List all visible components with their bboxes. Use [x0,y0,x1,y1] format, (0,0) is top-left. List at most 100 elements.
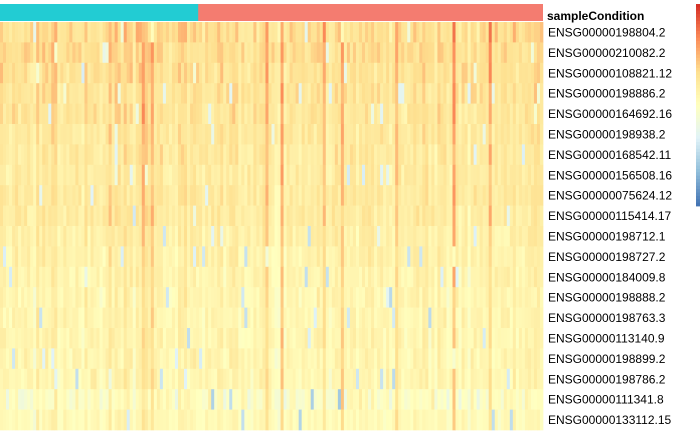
heatmap-cell [449,266,453,288]
heatmap-cell [503,205,508,227]
heatmap-cell [479,368,484,390]
heatmap-cell [99,368,103,390]
heatmap-cell [464,287,468,308]
heatmap-cell [208,348,212,370]
heatmap-cell [208,164,212,186]
heatmap-cell [440,368,444,390]
heatmap-cell [187,103,191,125]
heatmap-cell [141,124,146,145]
heatmap-cell [138,62,143,84]
heatmap-cell [506,62,511,84]
heatmap-cell [340,266,345,288]
heatmap-cell [316,144,321,166]
heatmap-cell [244,83,248,104]
heatmap-cell [289,144,293,166]
heatmap-cell [503,266,508,288]
heatmap-cell [235,368,239,390]
heatmap-cell [386,42,390,64]
heatmap-cell [322,62,327,84]
heatmap-cell [319,266,324,288]
heatmap-cell [36,328,40,349]
heatmap-cell [449,246,453,268]
heatmap-cell [310,103,315,125]
heatmap-cell [63,205,67,227]
heatmap-cell [190,368,194,390]
heatmap-cell [27,103,31,125]
heatmap-cell [440,144,444,166]
heatmap-cell [111,144,115,166]
heatmap-cell [220,185,224,206]
heatmap-cell [428,124,432,145]
heatmap-cell [0,62,4,84]
heatmap-cell [42,307,46,329]
heatmap-cell [217,409,221,431]
heatmap-cell [174,164,179,186]
heatmap-cell [425,42,429,64]
color-legend-swatch [696,148,700,153]
heatmap-cell [380,103,384,125]
heatmap-cell [380,246,384,268]
heatmap-cell [208,83,212,104]
heatmap-cell [174,62,179,84]
heatmap-cell [461,144,465,166]
heatmap-cell [368,42,372,64]
heatmap-cell [117,164,122,186]
heatmap-cell [187,124,191,145]
heatmap-cell [527,266,532,288]
heatmap-cell [455,226,459,247]
heatmap-cell [440,409,444,431]
heatmap-cell [12,409,16,431]
heatmap-cell [60,368,64,390]
heatmap-cell [374,246,378,268]
heatmap-cell [96,124,100,145]
heatmap-cell [247,185,251,206]
heatmap-cell [235,246,239,268]
heatmap-cell [0,328,4,349]
heatmap-cell [187,246,191,268]
heatmap-cell [343,287,348,308]
heatmap-cell [455,103,459,125]
heatmap-cell [262,42,266,64]
heatmap-cell [455,307,459,329]
heatmap-cell [96,185,100,206]
heatmap-cell [515,103,520,125]
heatmap-cell [362,368,366,390]
heatmap-cell [334,164,339,186]
heatmap-cell [491,103,496,125]
heatmap-cell [244,266,248,288]
heatmap-cell [307,83,312,104]
heatmap-cell [220,103,224,125]
heatmap-cell [211,42,215,64]
heatmap-cell [214,389,218,410]
heatmap-cell [377,205,381,227]
heatmap-cell [262,328,266,349]
heatmap-cell [322,205,327,227]
heatmap-cell [458,62,462,84]
heatmap-cell [168,42,173,64]
heatmap-cell [461,246,465,268]
row-label: ENSG00000108821.12 [548,66,672,80]
heatmap-cell [509,42,514,64]
heatmap-cell [307,389,312,410]
heatmap-cell [184,348,188,370]
heatmap-cell [54,83,58,104]
heatmap-cell [319,62,324,84]
heatmap-cell [407,164,411,186]
heatmap-cell [27,164,31,186]
heatmap-cell [313,83,318,104]
heatmap-cell [271,368,275,390]
heatmap-cell [81,164,85,186]
heatmap-cell [289,287,293,308]
heatmap-cell [325,389,330,410]
heatmap-cell [259,164,263,186]
heatmap-cell [325,266,330,288]
heatmap-cell [241,164,245,186]
heatmap-cell [434,42,438,64]
heatmap-cell [18,287,22,308]
heatmap-cell [268,266,272,288]
heatmap-cell [253,409,257,431]
heatmap-cell [467,103,471,125]
heatmap-cell [428,83,432,104]
heatmap-cell [368,62,372,84]
heatmap-cell [177,226,182,247]
